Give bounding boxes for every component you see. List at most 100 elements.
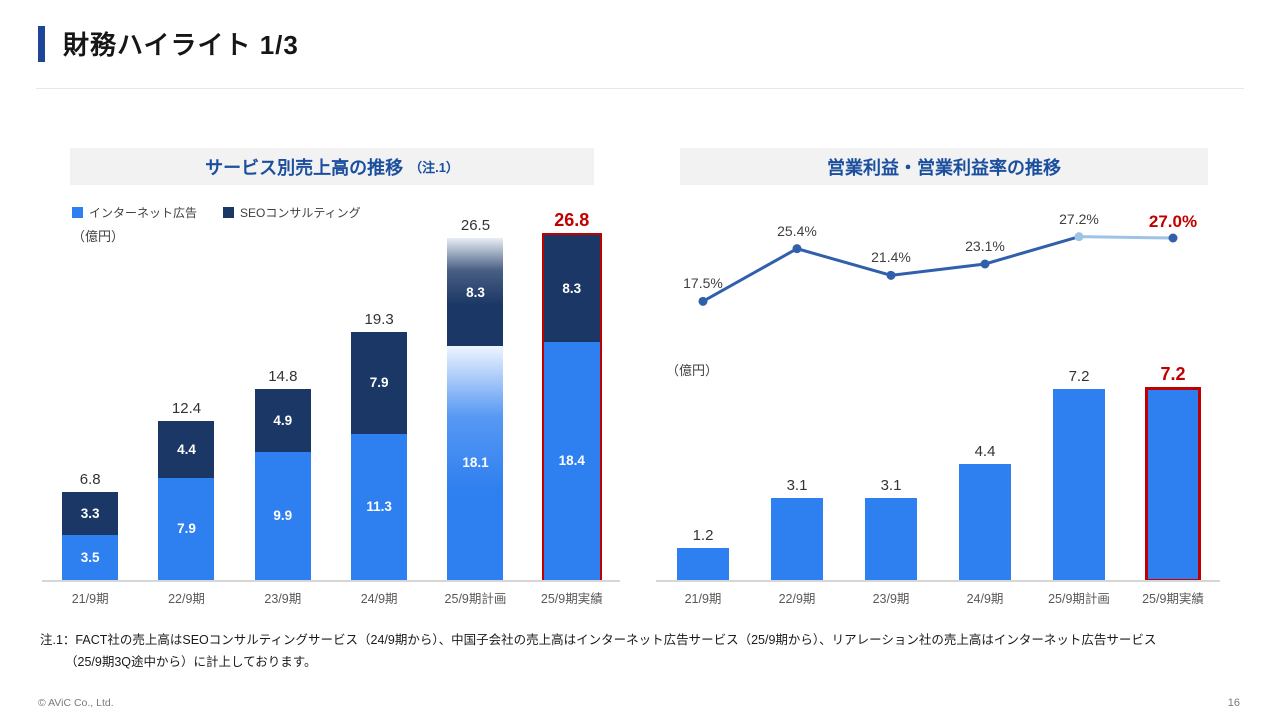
segment-value-label: 18.1 [462, 455, 489, 471]
revenue-bar-segment: 11.3 [351, 433, 408, 580]
revenue-bar: 7.9 11.3 [351, 331, 408, 580]
footnote-line-1: 注.1：FACT社の売上高はSEOコンサルティングサービス（24/9期から）、中… [40, 633, 1157, 647]
legend-item-internet-ads: インターネット広告 [72, 204, 197, 221]
revenue-unit-label: （億円） [72, 229, 125, 244]
segment-value-label: 8.3 [562, 280, 582, 296]
profit-bar-column: 7.2 [1126, 364, 1220, 582]
segment-value-label: 3.5 [80, 549, 100, 565]
category-label: 21/9期 [684, 592, 722, 606]
legend-item-seo-consulting: SEOコンサルティング [223, 204, 361, 221]
revenue-bar: 3.3 3.5 [62, 492, 119, 580]
segment-value-label: 3.3 [80, 505, 100, 521]
profit-bar-column: 1.2 [656, 527, 750, 580]
margin-point-icon [792, 244, 802, 254]
legend-swatch-internet-ads-icon [72, 207, 83, 218]
profit-bar [1145, 387, 1201, 582]
revenue-total-label: 26.5 [460, 217, 491, 235]
category-label: 21/9期 [71, 592, 109, 606]
profit-value-label: 3.1 [786, 476, 808, 494]
category-label: 22/9期 [168, 592, 205, 606]
profit-plot: 1.2 3.1 3.1 4.4 7.2 7.2 [656, 355, 1220, 582]
operating-margin-line-area: 17.5% 25.4% 21.4% 23.1% 27.2% 27.0% [656, 211, 1220, 348]
profit-value-label: 4.4 [974, 442, 996, 460]
profit-bar [1053, 389, 1105, 580]
segment-value-label: 4.9 [273, 412, 293, 428]
revenue-plot: 6.8 3.3 3.5 12.4 4.4 7.9 14.8 4.9 9.9 19.3 7.9 11.3… [42, 195, 620, 583]
revenue-bar-segment: 4.9 [254, 388, 311, 452]
profit-bar [677, 548, 729, 580]
margin-point-icon [886, 270, 896, 280]
profit-bar [771, 497, 823, 580]
revenue-total-label: 19.3 [364, 310, 394, 328]
revenue-bar-segment: 8.3 [447, 238, 504, 346]
segment-value-label: 8.3 [466, 284, 485, 300]
category-label: 24/9期 [360, 592, 398, 606]
profit-bar-column: 3.1 [750, 477, 844, 580]
segment-value-label: 9.9 [273, 508, 293, 524]
profit-category-labels: 21/9期 22/9期 23/9期 24/9期 25/9期計画 25/9期実績 [656, 588, 1220, 607]
revenue-bar-segment: 3.3 [62, 492, 119, 535]
profit-bar [865, 497, 917, 580]
title-accent-bar [38, 25, 45, 62]
revenue-axis-line [42, 580, 620, 582]
legend-swatch-seo-consulting-icon [223, 207, 235, 218]
revenue-bar-column: 6.8 3.3 3.5 [42, 471, 138, 580]
legend-label-seo-consulting: SEOコンサルティング [240, 206, 361, 220]
profit-axis-line [656, 580, 1220, 582]
category-label: 25/9期実績 [540, 592, 603, 606]
revenue-bar: 8.3 18.1 [447, 238, 504, 580]
revenue-total-label: 12.4 [171, 399, 202, 417]
margin-line-actual [702, 235, 1080, 303]
margin-point-icon [698, 296, 708, 306]
margin-value-label: 27.0% [1148, 212, 1198, 231]
profit-chart-panel: 営業利益・営業利益率の推移 17.5% 25.4% 21.4% 23.1% 27.2% 2… [656, 148, 1220, 618]
revenue-bar-segment: 9.9 [254, 451, 311, 580]
revenue-bar: 8.3 18.4 [541, 232, 602, 583]
segment-value-label: 18.4 [558, 453, 585, 469]
category-label: 23/9期 [872, 592, 910, 606]
footnote-line-2: （25/9期3Q途中から）に計上しております。 [65, 654, 317, 669]
revenue-chart-panel: サービス別売上高の推移 （注.1） インターネット広告 SEOコンサルティング … [42, 148, 620, 618]
profit-chart-title-box: 営業利益・営業利益率の推移 [680, 148, 1208, 185]
legend-label-internet-ads: インターネット広告 [89, 206, 198, 220]
revenue-bar-column: 26.5 8.3 18.1 [427, 217, 523, 580]
revenue-bar: 4.4 7.9 [158, 420, 215, 580]
margin-value-label: 23.1% [965, 238, 1005, 254]
segment-value-label: 7.9 [369, 375, 389, 391]
revenue-bar-segment: 4.4 [158, 420, 215, 478]
category-label: 25/9期計画 [1048, 592, 1110, 606]
margin-line-final-segment [1078, 235, 1174, 240]
margin-value-label: 17.5% [683, 275, 723, 292]
margin-value-label: 25.4% [777, 222, 817, 239]
margin-value-label: 21.4% [871, 249, 911, 266]
revenue-bar-segment: 3.5 [62, 534, 119, 580]
revenue-chart-legend: インターネット広告 SEOコンサルティング [72, 204, 361, 221]
operating-margin-line [698, 232, 1178, 306]
category-label: 25/9期計画 [444, 592, 507, 606]
segment-value-label: 11.3 [366, 499, 392, 515]
segment-value-label: 7.9 [177, 521, 196, 537]
revenue-chart-title: サービス別売上高の推移 [205, 157, 404, 178]
revenue-total-label: 26.8 [554, 209, 590, 230]
revenue-total-label: 6.8 [79, 471, 101, 489]
category-label: 23/9期 [264, 592, 302, 606]
footnote: 注.1：FACT社の売上高はSEOコンサルティングサービス（24/9期から）、中… [40, 630, 1240, 674]
copyright: © AViC Co., Ltd. [38, 697, 114, 709]
profit-value-label: 1.2 [692, 527, 714, 545]
profit-bar-column: 3.1 [844, 477, 938, 580]
revenue-bar: 4.9 9.9 [254, 388, 311, 580]
revenue-bar-segment: 18.4 [543, 341, 600, 580]
profit-value-label: 7.2 [1068, 368, 1090, 386]
revenue-bar-segment: 7.9 [158, 477, 215, 580]
page-title: 財務ハイライト 1/3 [63, 30, 299, 60]
revenue-chart-title-note: （注.1） [409, 160, 459, 175]
profit-unit-label: （億円） [666, 363, 719, 378]
category-label: 22/9期 [778, 592, 816, 606]
revenue-bar-segment: 7.9 [351, 331, 408, 434]
profit-bar [959, 463, 1011, 580]
margin-point-icon [980, 259, 990, 269]
revenue-bar-segment: 8.3 [543, 234, 600, 342]
profit-value-label: 3.1 [880, 476, 902, 494]
category-label: 24/9期 [966, 592, 1004, 606]
